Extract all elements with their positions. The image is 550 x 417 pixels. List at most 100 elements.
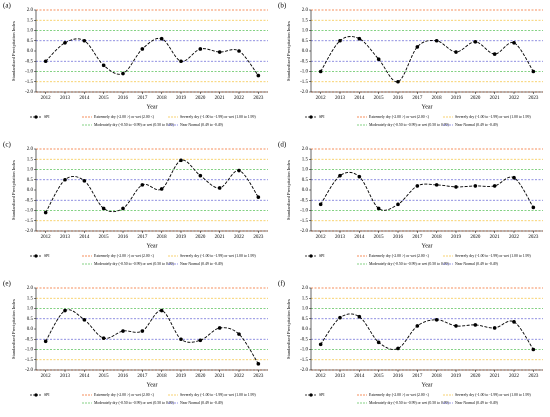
spi-point — [338, 315, 342, 320]
spi-point — [237, 49, 241, 53]
y-tick-label: 2.0 — [27, 8, 34, 13]
panel-label: (d) — [278, 141, 287, 149]
y-tick-label: 2.0 — [302, 147, 309, 152]
spi-point — [415, 324, 420, 328]
panel-label: (e) — [3, 280, 11, 288]
panel: (e) Standardized Precipitation Index -2.0 -… — [3, 280, 268, 405]
x-tick-label: 2022 — [509, 96, 520, 101]
y-tick-label: 1.0 — [27, 29, 34, 34]
x-tick-label: 2021 — [490, 374, 501, 379]
spi-point — [434, 183, 439, 187]
x-tick-label: 2019 — [176, 235, 187, 240]
y-tick-label: -2.0 — [300, 229, 308, 234]
legend-label: Near Normal (0.49 to -0.49) — [455, 262, 499, 266]
spi-point — [159, 308, 164, 313]
y-axis-label: Standardized Precipitation Index — [11, 298, 16, 359]
spi-point — [82, 38, 87, 43]
x-tick-label: 2018 — [157, 96, 168, 101]
y-tick-label: -0.5 — [300, 59, 308, 64]
legend-label: Severely dry (-1.00 to -1.99) or wet (1.… — [455, 115, 531, 119]
y-tick-label: -1.0 — [25, 348, 33, 353]
legend-label: Near Normal (0.49 to -0.49) — [180, 123, 224, 127]
legend-label: Extremely dry (-2.00 >) or wet (2.00 <) — [369, 393, 430, 397]
spi-point — [198, 338, 203, 343]
panel: (a) Standardized Precipitation Index -2.0 -… — [3, 2, 268, 127]
y-axis-label: Standardized Precipitation Index — [286, 20, 291, 81]
y-tick-label: 0.0 — [302, 188, 309, 193]
y-tick-label: -0.5 — [25, 337, 33, 342]
y-tick-label: -1.5 — [300, 80, 308, 85]
x-tick-label: 2016 — [118, 374, 129, 379]
spi-point — [376, 57, 381, 61]
x-tick-label: 2014 — [79, 235, 90, 240]
x-tick-label: 2015 — [374, 235, 385, 240]
legend-label: Severely dry (-1.00 to -1.99) or wet (1.… — [455, 393, 531, 397]
spi-point — [217, 50, 222, 54]
y-axis-label: Standardized Precipitation Index — [286, 298, 291, 359]
spi-point — [473, 323, 478, 327]
x-tick-label: 2012 — [316, 96, 327, 101]
legend-label: Severely dry (-1.00 to -1.99) or wet (1.… — [180, 115, 256, 119]
legend-label: Moderately dry (-0.50 to -0.99) or wet (… — [94, 123, 175, 127]
y-tick-label: 0.0 — [27, 188, 34, 193]
panel: (c) Standardized Precipitation Index -2.0 -… — [3, 141, 268, 266]
spi-curve — [45, 309, 259, 365]
spi-point — [318, 342, 323, 347]
spi-point — [82, 178, 87, 183]
y-tick-label: -1.0 — [25, 70, 33, 75]
spi-point — [531, 347, 536, 352]
x-tick-label: 2016 — [393, 374, 404, 379]
panel-label: (b) — [278, 2, 287, 10]
legend-label: Extremely dry (-2.00 >) or wet (2.00 <) — [94, 393, 155, 397]
spi-point — [256, 73, 261, 78]
y-tick-label: 2.0 — [27, 286, 34, 291]
spi-point — [454, 185, 458, 189]
x-tick-label: 2019 — [451, 374, 462, 379]
x-tick-label: 2023 — [253, 96, 264, 101]
spi-point — [512, 175, 516, 180]
spi-point — [512, 41, 516, 45]
y-tick-label: 0.0 — [27, 327, 34, 332]
spi-point — [121, 329, 125, 333]
panel-label: (a) — [3, 2, 11, 10]
x-tick-label: 2019 — [176, 96, 187, 101]
legend-label: Moderately dry (-0.50 to -0.99) or wet (… — [94, 401, 175, 405]
y-tick-label: 0.5 — [27, 317, 34, 322]
x-tick-label: 2020 — [195, 235, 206, 240]
spi-point — [256, 362, 261, 366]
x-tick-label: 2012 — [41, 235, 52, 240]
spi-curve — [45, 37, 259, 76]
legend-label: Extremely dry (-2.00 >) or wet (2.00 <) — [94, 254, 155, 258]
spi-point — [512, 320, 516, 324]
x-tick-label: 2012 — [316, 235, 327, 240]
spi-point — [357, 314, 362, 319]
y-tick-label: -1.5 — [25, 358, 33, 363]
x-tick-label: 2018 — [432, 235, 443, 240]
legend-label: Near Normal (0.49 to -0.49) — [180, 401, 224, 405]
spi-point — [357, 36, 362, 41]
legend-label: SPI — [319, 115, 325, 119]
x-tick-label: 2017 — [137, 235, 148, 240]
x-tick-label: 2021 — [490, 235, 501, 240]
x-tick-label: 2021 — [490, 96, 501, 101]
legend-label: Moderately dry (-0.50 to -0.99) or wet (… — [369, 401, 450, 405]
x-tick-label: 2017 — [412, 374, 423, 379]
legend-label: SPI — [319, 254, 325, 258]
x-tick-label: 2017 — [412, 96, 423, 101]
y-tick-label: 1.0 — [302, 29, 309, 34]
spi-curve — [320, 36, 534, 83]
y-tick-label: -2.0 — [25, 90, 33, 95]
x-tick-label: 2012 — [41, 374, 52, 379]
x-tick-label: 2020 — [470, 96, 481, 101]
spi-point — [376, 206, 381, 211]
spi-point — [237, 168, 241, 173]
y-tick-label: 0.0 — [302, 49, 309, 54]
y-tick-label: -2.0 — [300, 90, 308, 95]
spi-point — [179, 158, 183, 163]
spi-curve — [45, 159, 259, 213]
x-tick-label: 2014 — [354, 96, 365, 101]
y-tick-label: -0.5 — [25, 59, 33, 64]
spi-point — [198, 47, 203, 51]
spi-point — [121, 71, 125, 76]
x-tick-label: 2012 — [316, 374, 327, 379]
